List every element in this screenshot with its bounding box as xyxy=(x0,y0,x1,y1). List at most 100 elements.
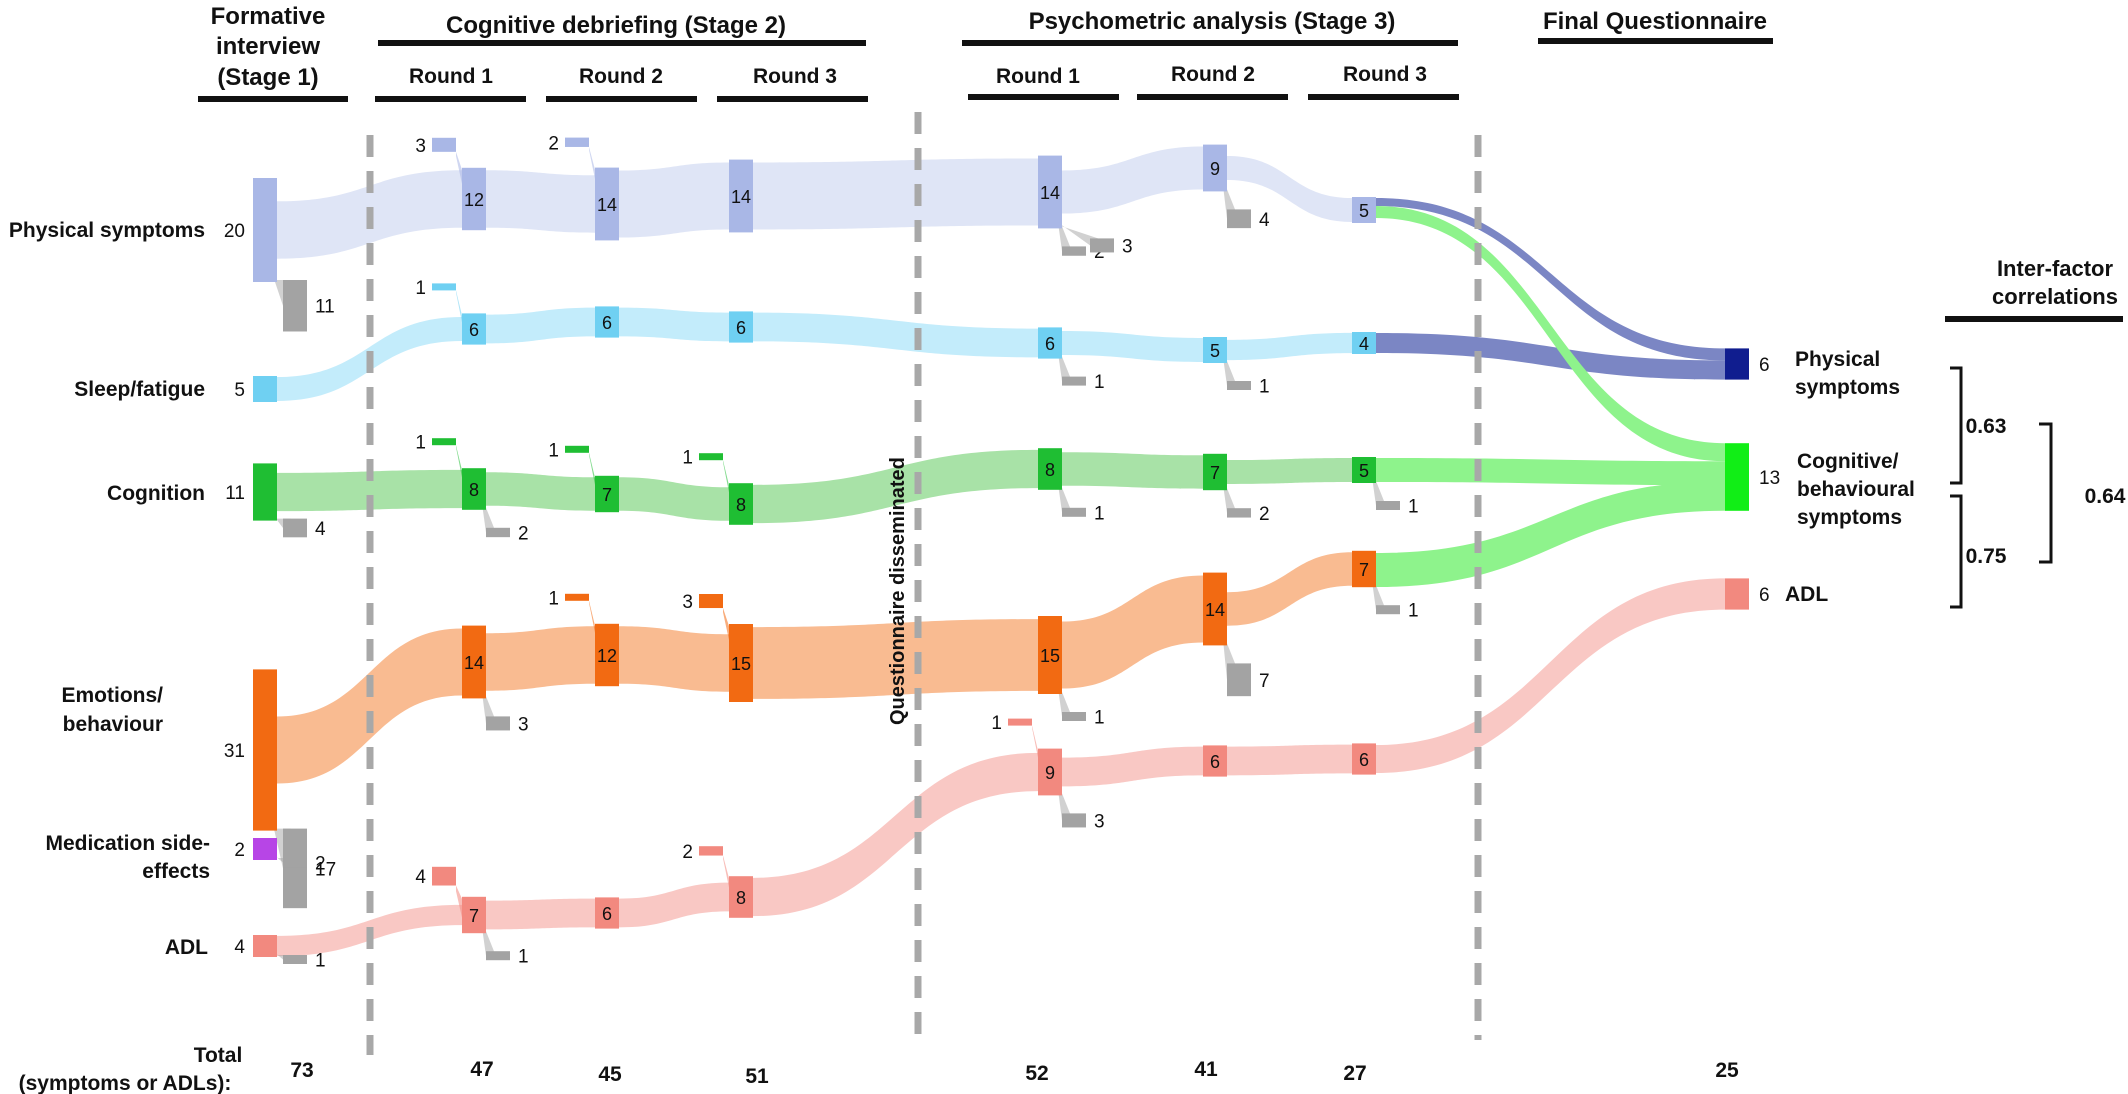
row-label-emotions-line1: Emotions/ xyxy=(61,684,163,707)
final-node-value-adl: 6 xyxy=(1759,585,1770,606)
added-adl-3-box xyxy=(699,846,723,856)
bracket-phys-adl xyxy=(2039,422,2053,564)
node-cognition-1 xyxy=(462,468,486,510)
final-node-adl xyxy=(1725,578,1749,610)
total-label-line2: (symptoms or ADLs): xyxy=(19,1072,232,1094)
header-stage3-underline xyxy=(962,40,1458,46)
final-node-physical xyxy=(1725,348,1749,380)
row-label-medication-line1: Medication side- xyxy=(45,832,210,855)
flow-emotions-5 xyxy=(1227,552,1352,626)
node-adl-3 xyxy=(729,876,753,918)
node-value-physical-5: 9 xyxy=(1210,159,1220,179)
node-emotions-2 xyxy=(595,623,619,687)
node-value-emotions-6: 7 xyxy=(1359,560,1369,580)
node-cognition-2 xyxy=(595,475,619,513)
node-adl-0 xyxy=(253,935,277,957)
total-value-0: 73 xyxy=(290,1059,313,1082)
header-final-underline xyxy=(1538,38,1773,44)
node-value-adl-6: 6 xyxy=(1359,750,1369,770)
header-stage2-title: Cognitive debriefing (Stage 2) xyxy=(446,12,786,39)
stage-divider-label: Questionnaire disseminated xyxy=(887,457,909,725)
removed-value-cognition-1-0: 2 xyxy=(518,523,529,544)
flow-adl-4 xyxy=(1062,746,1203,787)
removed-value-cognition-4-0: 1 xyxy=(1094,503,1105,524)
removed-physical-0-0-box xyxy=(283,280,307,332)
flow-cognition-5 xyxy=(1227,458,1352,484)
added-cognition-1-leak xyxy=(456,445,462,478)
removed-value-physical-4-0: 2 xyxy=(1094,242,1105,263)
added-sleep-1-box xyxy=(432,283,456,291)
removed-value-emotions-4-0: 1 xyxy=(1094,708,1105,729)
final-label-cognitive-line2: behavioural xyxy=(1797,478,1915,501)
final-node-cognitive xyxy=(1725,443,1749,511)
removed-adl-4-0-box xyxy=(1062,813,1086,828)
node-adl-2 xyxy=(595,897,619,929)
added-value-emotions-3: 3 xyxy=(682,592,693,613)
node-value-emotions-2: 12 xyxy=(597,646,617,666)
removed-emotions-4-0-leak xyxy=(1058,688,1070,717)
removed-cognition-4-0-leak xyxy=(1058,483,1070,513)
removed-cognition-0-0-box xyxy=(283,518,307,538)
final-node-value-physical: 6 xyxy=(1759,355,1770,376)
added-cognition-1-box xyxy=(432,438,456,446)
node-value-physical-0: 20 xyxy=(224,221,245,242)
node-emotions-3 xyxy=(729,624,753,702)
node-sleep-1 xyxy=(462,313,486,345)
removed-value-adl-4-0: 3 xyxy=(1094,811,1105,832)
header-stage3-round2-underline xyxy=(1137,94,1288,100)
flow-physical-4 xyxy=(1062,146,1203,214)
removed-cognition-6-0-leak xyxy=(1372,477,1384,506)
correlations-title-underline xyxy=(1945,316,2123,322)
header-stage2-round2-underline xyxy=(546,96,697,102)
node-value-adl-2: 6 xyxy=(602,904,612,924)
row-label-sleep: Sleep/fatigue xyxy=(74,378,205,401)
removed-value-medication-0-0: 2 xyxy=(315,854,326,875)
corr-cog-adl: 0.75 xyxy=(1966,545,2007,568)
removed-value-adl-0-0: 1 xyxy=(315,951,326,972)
flow-sleep-3 xyxy=(753,312,1038,358)
node-value-cognition-3: 8 xyxy=(736,495,746,515)
flow-sleep-1 xyxy=(486,307,595,344)
flow-emotions-0 xyxy=(277,628,462,784)
corr-phys-cog: 0.63 xyxy=(1966,415,2007,438)
flow-adl-5 xyxy=(1227,744,1352,776)
added-physical-1-leak xyxy=(456,151,462,184)
removed-emotions-5-0-leak xyxy=(1223,639,1235,680)
node-value-cognition-0: 11 xyxy=(225,483,245,504)
flow-emotions-3 xyxy=(753,619,1038,699)
node-value-cognition-4: 8 xyxy=(1045,460,1055,480)
header-stage1-line2: interview xyxy=(216,33,320,60)
node-value-emotions-0: 31 xyxy=(224,741,245,762)
correlations-title-line1: Inter-factor xyxy=(1997,256,2114,281)
removed-cognition-1-0-box xyxy=(486,527,510,538)
header-stage1: Formative interview (Stage 1) xyxy=(198,3,348,102)
removed-emotions-0-0-box xyxy=(283,828,307,909)
node-adl-1 xyxy=(462,896,486,934)
added-emotions-2-box xyxy=(565,593,589,601)
row-label-emotions-line2: behaviour xyxy=(63,713,163,736)
added-value-adl-4: 1 xyxy=(991,713,1002,734)
flow-physical-2 xyxy=(619,162,729,238)
header-stage2: Cognitive debriefing (Stage 2) Round 1 R… xyxy=(375,12,868,102)
header-final: Final Questionnaire xyxy=(1538,8,1773,44)
header-stage3: Psychometric analysis (Stage 3) Round 1 … xyxy=(962,8,1459,100)
removed-value-emotions-1-0: 3 xyxy=(518,714,529,735)
header-stage3-round1: Round 1 xyxy=(996,65,1080,88)
node-value-adl-3: 8 xyxy=(736,888,746,908)
final-label-adl: ADL xyxy=(1785,583,1828,606)
node-physical-3 xyxy=(729,159,753,233)
total-value-2: 45 xyxy=(598,1063,622,1086)
flow-final-cognitive-c xyxy=(1376,481,1725,587)
removed-sleep-5-0-leak xyxy=(1223,357,1235,386)
header-stage2-underline xyxy=(378,40,866,46)
node-value-adl-4: 9 xyxy=(1045,763,1055,783)
node-value-physical-6: 5 xyxy=(1359,201,1369,221)
node-value-sleep-1: 6 xyxy=(469,320,479,340)
removed-cognition-1-0-leak xyxy=(482,503,494,533)
flow-emotions-1 xyxy=(486,626,595,691)
total-value-6: 27 xyxy=(1343,1062,1366,1085)
removed-physical-4-0-leak xyxy=(1058,222,1070,252)
flow-cognition-2 xyxy=(619,477,729,521)
